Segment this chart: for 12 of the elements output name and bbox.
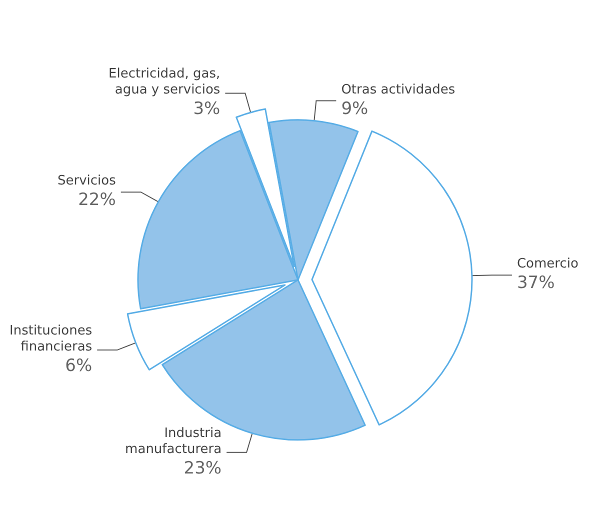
data-label: 23% [184,458,222,478]
slice-label: Comercio [516,256,578,272]
data-label: 22% [78,190,116,210]
data-label: 6% [65,356,92,376]
slice-label: Industria manufacturera [125,426,222,457]
data-label: 37% [516,273,555,294]
data-label: 9% [341,98,368,119]
slice-label: Electricidad, gas, agua y servicios [108,66,220,98]
slice-label: Otras actividades [341,82,456,98]
data-label: 3% [193,99,220,120]
slice-label: Instituciones financieras [10,324,92,355]
slice-label: Servicios [57,174,116,189]
